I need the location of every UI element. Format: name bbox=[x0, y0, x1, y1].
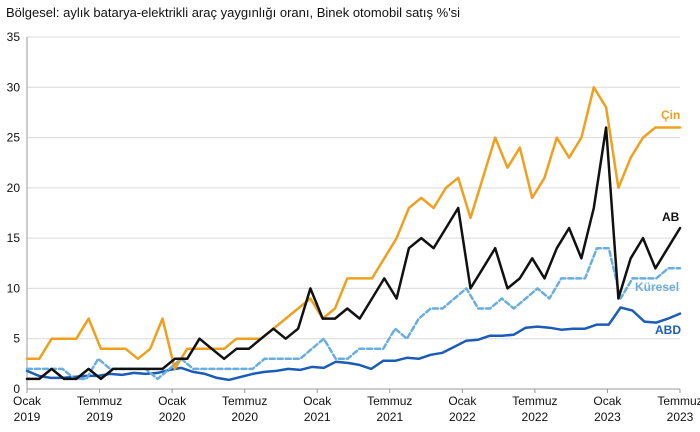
series-label-cin: Çin bbox=[661, 108, 680, 122]
y-tick-label: 5 bbox=[13, 332, 20, 346]
x-tick-label-line1: Ocak bbox=[13, 394, 42, 408]
series-line-abd bbox=[25, 306, 682, 382]
x-tick-label-line2: 2020 bbox=[159, 410, 186, 424]
tick-layer: 0 5 10 15 20 25 30 35 Ocak 2019 Temmuz 2019 Ocak 2020… bbox=[7, 30, 700, 424]
series-line-ab bbox=[25, 126, 682, 381]
x-tick-label-line2: 2019 bbox=[86, 410, 113, 424]
label-layer: Çin AB Küresel ABD bbox=[635, 108, 681, 337]
x-tick-label-line1: Temmuz bbox=[512, 394, 557, 408]
x-tick-label-line2: 2023 bbox=[594, 410, 621, 424]
y-tick-label: 30 bbox=[7, 80, 21, 94]
series-label-kuresel: Küresel bbox=[635, 280, 679, 294]
series-layer bbox=[25, 86, 682, 382]
x-tick-label-line1: Ocak bbox=[593, 394, 622, 408]
x-tick-label-line2: 2022 bbox=[522, 410, 549, 424]
series-label-ab: AB bbox=[662, 210, 680, 224]
series-line-çin bbox=[25, 86, 682, 371]
y-tick-label: 25 bbox=[7, 131, 21, 145]
series-label-abd: ABD bbox=[655, 323, 681, 337]
x-tick-label-line2: 2020 bbox=[231, 410, 258, 424]
y-tick-label: 35 bbox=[7, 30, 21, 44]
x-tick-label-line1: Ocak bbox=[158, 394, 187, 408]
grid-layer bbox=[26, 36, 681, 393]
x-tick-label-line2: 2023 bbox=[667, 410, 694, 424]
y-tick-label: 0 bbox=[13, 382, 20, 396]
x-tick-label-line1: Ocak bbox=[303, 394, 332, 408]
x-tick-label-line2: 2021 bbox=[304, 410, 331, 424]
x-tick-label-line1: Temmuz bbox=[657, 394, 700, 408]
y-tick-label: 10 bbox=[7, 281, 21, 295]
y-tick-label: 15 bbox=[7, 231, 21, 245]
x-tick-label-line1: Ocak bbox=[448, 394, 477, 408]
x-tick-label-line1: Temmuz bbox=[367, 394, 412, 408]
chart-title: Bölgesel: aylık batarya-elektrikli araç … bbox=[6, 5, 461, 20]
x-tick-label-line2: 2019 bbox=[14, 410, 41, 424]
x-tick-label-line1: Temmuz bbox=[77, 394, 122, 408]
x-tick-label-line2: 2021 bbox=[376, 410, 403, 424]
y-tick-label: 20 bbox=[7, 181, 21, 195]
x-tick-label-line1: Temmuz bbox=[222, 394, 267, 408]
x-tick-label-line2: 2022 bbox=[449, 410, 476, 424]
